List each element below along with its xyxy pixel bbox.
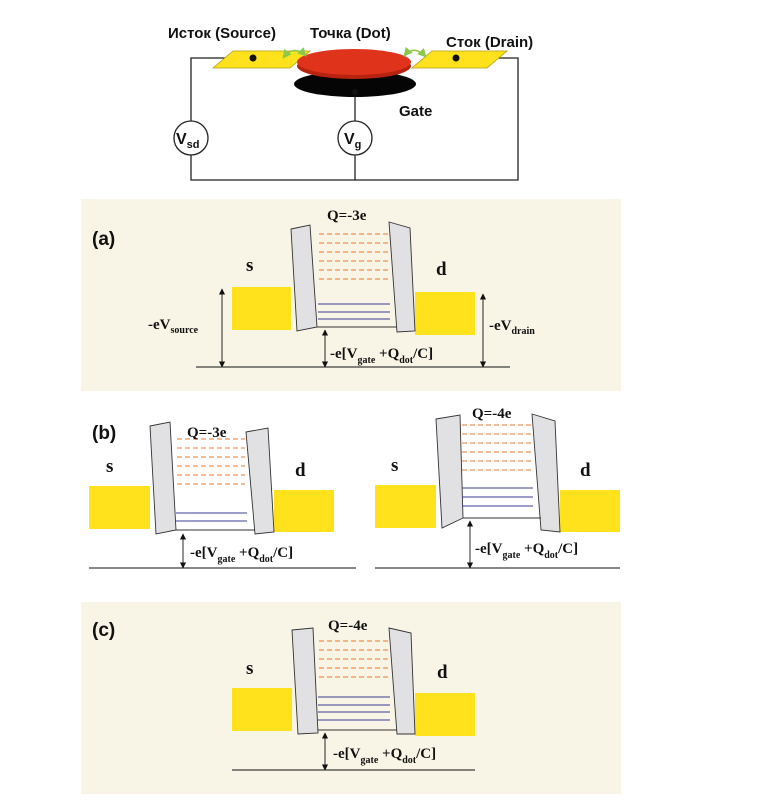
- panel-c-filled-levels: [318, 696, 390, 721]
- dot-island: [297, 49, 411, 75]
- panel-c-charge-label: Q=-4e: [328, 618, 368, 634]
- panel-b-right-diagram: s d Q=-4e -e[Vgate +Qdot/C]: [375, 406, 620, 569]
- panel-b-left-left-barrier: [149, 421, 177, 535]
- panel-a-right-barrier: [388, 221, 416, 333]
- gate-label: Gate: [399, 103, 432, 120]
- panel-b-left-diagram: s d Q=-3e -e[Vgate +Qdot/C]: [89, 421, 356, 569]
- panel-c-tag: (c): [92, 620, 115, 641]
- vg-meter: Vg: [337, 120, 373, 156]
- source-contact: [249, 54, 257, 62]
- vsd-meter: Vsd: [173, 120, 209, 156]
- gate-contact: [352, 89, 358, 95]
- dot-label: Точка (Dot): [310, 25, 391, 42]
- panel-b-left-s-label: s: [106, 456, 113, 477]
- panel-b-right-source-electrode: [375, 485, 436, 528]
- panel-a-s-label: s: [246, 255, 253, 276]
- tunnel-arrow-right: [403, 46, 427, 58]
- panel-b-right-filled-levels: [462, 487, 533, 507]
- panel-b-left-filled-levels: [176, 512, 247, 522]
- panel-b-right-gate-expression: -e[Vgate +Qdot/C]: [475, 541, 578, 561]
- panel-b-right-empty-levels: [462, 424, 531, 471]
- panel-a-source-bias-label: -eVsource: [148, 317, 199, 336]
- panel-b-left-charge-label: Q=-3e: [187, 425, 227, 441]
- source-electrode: [211, 50, 312, 69]
- panel-b-tag: (b): [92, 423, 116, 444]
- drain-label: Сток (Drain): [446, 34, 533, 51]
- panel-a-empty-levels: [319, 233, 389, 280]
- panel-c-source-electrode: [232, 688, 292, 731]
- panel-c-right-barrier: [388, 627, 416, 735]
- panel-c-background: [81, 602, 621, 794]
- drain-electrode: [410, 50, 509, 69]
- panel-c-empty-levels: [319, 640, 389, 678]
- panel-b: (b) s d Q=-3e -e: [89, 406, 620, 569]
- panel-b-left-empty-levels: [177, 438, 245, 485]
- panel-b-left-drain-electrode: [274, 490, 334, 532]
- panel-c-left-barrier: [291, 627, 319, 735]
- tunnel-arrow-left: [282, 47, 307, 59]
- panel-b-left-d-label: d: [295, 460, 306, 481]
- panel-c: (c) s d Q=-4e -e[Vgate +Qdot/C]: [81, 602, 621, 794]
- panel-b-right-left-barrier: [435, 414, 464, 529]
- svg-text:Vsd: Vsd: [176, 131, 200, 151]
- panel-b-right-charge-label: Q=-4e: [472, 406, 512, 422]
- panel-b-right-right-barrier: [531, 413, 561, 533]
- gate-electrode: [294, 71, 416, 97]
- panel-b-left-right-barrier: [245, 427, 275, 535]
- source-label: Исток (Source): [168, 25, 276, 42]
- panel-b-right-drain-electrode: [560, 490, 620, 532]
- panel-a-drain-electrode: [415, 292, 475, 335]
- panel-a-filled-levels: [318, 303, 390, 320]
- panel-a-source-electrode: [232, 287, 291, 330]
- panel-c-d-label: d: [437, 662, 448, 683]
- panel-a-tag: (a): [92, 229, 115, 250]
- panel-a-d-label: d: [436, 259, 447, 280]
- panel-b-left-source-electrode: [89, 486, 150, 529]
- panel-b-right-d-label: d: [580, 460, 591, 481]
- panel-a-background: [81, 199, 621, 391]
- svg-text:Vg: Vg: [344, 131, 361, 151]
- panel-c-gate-expression: -e[Vgate +Qdot/C]: [333, 746, 436, 766]
- panel-a-drain-bias-label: -eVdrain: [489, 318, 535, 337]
- panel-c-s-label: s: [246, 658, 253, 679]
- panel-a-charge-label: Q=-3e: [327, 208, 367, 224]
- panel-a: (a) s d Q=-3e -eVsource -eVdrain -e[Vgat…: [81, 199, 621, 391]
- circuit-schematic: Исток (Source) Точка (Dot) Сток (Drain) …: [168, 25, 533, 181]
- drain-contact: [452, 54, 460, 62]
- panel-b-right-s-label: s: [391, 455, 398, 476]
- panel-c-drain-electrode: [415, 693, 475, 736]
- panel-a-gate-expression: -e[Vgate +Qdot/C]: [330, 346, 433, 366]
- panel-b-left-gate-expression: -e[Vgate +Qdot/C]: [190, 545, 293, 565]
